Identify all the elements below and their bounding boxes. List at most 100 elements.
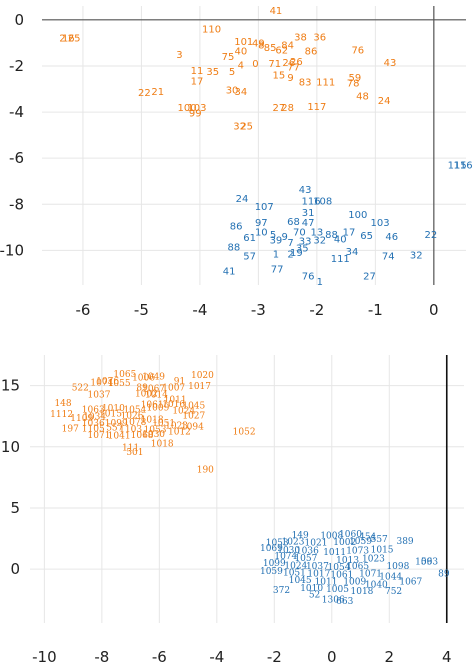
data-point: 1017 bbox=[188, 382, 211, 392]
data-point: 9 bbox=[282, 232, 288, 243]
data-point: 1067 bbox=[142, 385, 165, 395]
data-point: 1 bbox=[273, 249, 279, 260]
data-point: 1053 bbox=[266, 539, 289, 549]
data-point: 1068 bbox=[131, 431, 154, 441]
y-tick-label: -4 bbox=[9, 103, 24, 121]
data-point: 1071 bbox=[359, 569, 382, 579]
data-point: 1013 bbox=[336, 556, 359, 566]
data-point: 1073 bbox=[346, 547, 369, 557]
data-point: 74 bbox=[382, 252, 395, 263]
data-point: 76 bbox=[302, 271, 315, 282]
data-point: 1053 bbox=[144, 426, 167, 436]
data-point: 593 bbox=[421, 558, 438, 568]
data-point: 1023 bbox=[165, 421, 188, 431]
data-point: 1105 bbox=[82, 424, 105, 434]
data-point: 49 bbox=[252, 38, 265, 49]
data-point: 1074 bbox=[90, 378, 113, 388]
data-point: 115 bbox=[448, 161, 467, 172]
data-point: 27 bbox=[272, 103, 285, 114]
data-point: 46 bbox=[385, 232, 398, 243]
data-point: 1018 bbox=[351, 587, 374, 597]
data-point: 1014 bbox=[145, 391, 168, 401]
data-point: 9 bbox=[287, 73, 293, 84]
data-point: 1112 bbox=[50, 410, 73, 420]
data-point: 1037 bbox=[306, 562, 329, 572]
data-point: 38 bbox=[294, 33, 307, 44]
x-tick-label: 0 bbox=[327, 648, 337, 666]
data-point: 28 bbox=[281, 103, 294, 114]
y-tick-label: -2 bbox=[9, 57, 24, 75]
x-tick-label: 0 bbox=[429, 301, 439, 319]
data-point: 454 bbox=[359, 533, 376, 543]
data-point: 68 bbox=[287, 217, 300, 228]
data-point: 197 bbox=[62, 424, 79, 434]
data-point: 16 bbox=[62, 33, 75, 44]
data-point: 1021 bbox=[305, 539, 328, 549]
data-point: 1078 bbox=[123, 418, 146, 428]
data-point: 88 bbox=[325, 230, 338, 241]
data-point: 19 bbox=[290, 248, 303, 259]
data-point: 5 bbox=[229, 67, 235, 78]
data-point: 15 bbox=[272, 71, 285, 82]
data-point: 5 bbox=[270, 230, 276, 241]
data-point: 0 bbox=[252, 59, 258, 70]
data-point: 35 bbox=[296, 244, 309, 255]
data-point: 3 bbox=[176, 50, 182, 61]
data-point: 100 bbox=[348, 210, 367, 221]
data-point: 1010 bbox=[300, 584, 323, 594]
x-tick-label: 2 bbox=[384, 648, 394, 666]
data-point: 1060 bbox=[339, 530, 362, 540]
grid bbox=[42, 6, 466, 285]
data-point: 83 bbox=[299, 78, 312, 89]
data-point: 52 bbox=[309, 591, 320, 601]
data-point: 57 bbox=[243, 252, 256, 263]
data-point: 752 bbox=[385, 587, 402, 597]
data-point: 1045 bbox=[289, 576, 312, 586]
y-tick-label: -10 bbox=[0, 241, 24, 259]
data-point: 77 bbox=[287, 63, 300, 74]
data-point: 17 bbox=[343, 227, 356, 238]
x-tick-label: 4 bbox=[442, 648, 452, 666]
data-point: 2 bbox=[287, 249, 293, 260]
data-point: 557 bbox=[106, 424, 123, 434]
data-point: 1024 bbox=[172, 407, 195, 417]
data-point: 663 bbox=[336, 597, 353, 607]
x-tick-label: -8 bbox=[94, 648, 109, 666]
data-point: 1065 bbox=[346, 562, 369, 572]
data-point: 1041 bbox=[108, 432, 131, 442]
y-tick-label: -8 bbox=[9, 195, 24, 213]
data-point: 21 bbox=[151, 87, 164, 98]
data-point: 1045 bbox=[182, 402, 205, 412]
data-point: 1094 bbox=[181, 422, 204, 432]
data-point: 43 bbox=[384, 58, 397, 69]
data-point: 1057 bbox=[294, 554, 317, 564]
data-point: 84 bbox=[281, 41, 294, 52]
data-point: 1005 bbox=[326, 585, 349, 595]
data-point: 1016 bbox=[162, 400, 185, 410]
x-tick-label: -6 bbox=[75, 301, 90, 319]
data-point: 1054 bbox=[328, 563, 351, 573]
data-point: 40 bbox=[334, 234, 347, 245]
data-point: 77 bbox=[271, 264, 284, 275]
y-tick-label: -6 bbox=[9, 149, 24, 167]
data-point: 2 bbox=[59, 33, 65, 44]
data-point: 76 bbox=[351, 45, 364, 56]
data-point: 4 bbox=[238, 60, 244, 71]
data-point: 1067 bbox=[399, 577, 422, 587]
data-point: 1030 bbox=[142, 430, 165, 440]
data-point: 1011 bbox=[323, 548, 346, 558]
data-point: 1065 bbox=[113, 370, 136, 380]
data-point: 1024 bbox=[284, 561, 307, 571]
data-point: 1054 bbox=[123, 405, 146, 415]
data-point: 32 bbox=[313, 236, 326, 247]
data-point: 1306 bbox=[322, 596, 345, 606]
x-tick-label: -4 bbox=[209, 648, 224, 666]
data-point: 1015 bbox=[371, 545, 394, 555]
data-point: 111 bbox=[331, 254, 350, 265]
data-point: 24 bbox=[378, 96, 391, 107]
chart-bottom-scatter: -10 -8 -6 -4 -2 0 2 4 15 10 5 0 1065 1049 1020 1006 1076… bbox=[1, 355, 464, 666]
data-point: 1012 bbox=[168, 427, 191, 437]
